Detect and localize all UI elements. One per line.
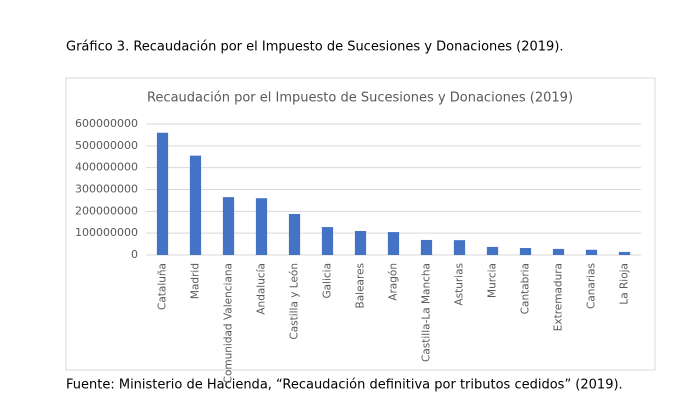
chart-frame — [65, 77, 656, 371]
x-tick-label: Murcia — [487, 263, 499, 298]
y-tick-label: 0 — [131, 248, 138, 261]
x-tick-label: Madrid — [190, 263, 202, 299]
bar — [156, 132, 169, 255]
y-tick-label: 200000000 — [75, 204, 138, 217]
y-tick-label: 300000000 — [75, 183, 138, 196]
bar — [486, 246, 499, 255]
y-tick-label: 100000000 — [75, 226, 138, 239]
bar — [354, 230, 367, 255]
x-tick-label: Cataluña — [157, 263, 169, 310]
bar — [618, 251, 631, 255]
y-tick-label: 500000000 — [75, 139, 138, 152]
x-tick-label: Extremadura — [553, 263, 565, 331]
bar — [387, 232, 400, 255]
bar — [189, 155, 202, 255]
source-note: Fuente: Ministerio de Hacienda, “Recauda… — [66, 378, 623, 393]
bar — [255, 198, 268, 255]
y-tick-label: 400000000 — [75, 161, 138, 174]
x-tick-label: Aragón — [388, 263, 400, 301]
x-tick-label: Cantabria — [520, 263, 532, 314]
chart-title: Recaudación por el Impuesto de Sucesione… — [147, 91, 573, 106]
x-tick-label: Castilla-La Mancha — [421, 263, 433, 362]
bar — [519, 248, 532, 255]
x-tick-label: Galicia — [322, 263, 334, 299]
bar — [321, 227, 334, 255]
bar — [420, 239, 433, 255]
caption: Gráfico 3. Recaudación por el Impuesto d… — [66, 40, 564, 55]
bar — [288, 213, 301, 255]
x-tick-label: La Rioja — [619, 263, 631, 305]
x-tick-label: Comunidad Valenciana — [223, 263, 235, 383]
x-tick-label: Canarias — [586, 263, 598, 309]
bar — [552, 248, 565, 255]
x-tick-label: Baleares — [355, 263, 367, 308]
y-tick-label: 600000000 — [75, 117, 138, 130]
x-tick-label: Andalucía — [256, 263, 268, 315]
x-tick-label: Asturias — [454, 263, 466, 306]
x-tick-label: Castilla y León — [289, 263, 301, 340]
bar — [585, 249, 598, 255]
bar — [453, 240, 466, 255]
bar — [222, 197, 235, 255]
